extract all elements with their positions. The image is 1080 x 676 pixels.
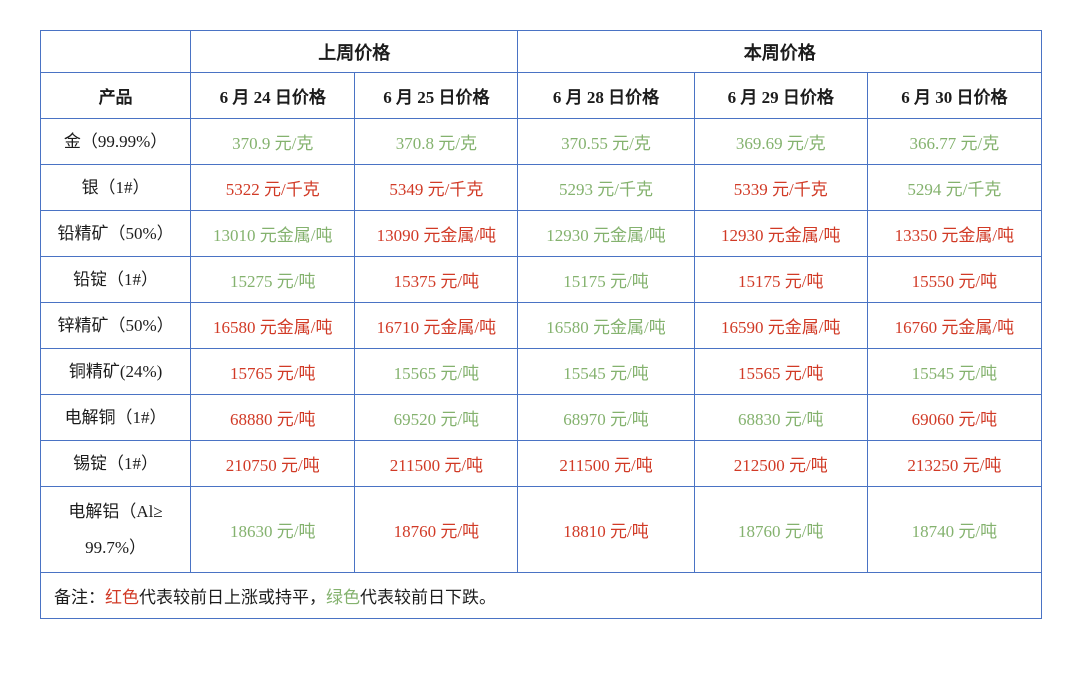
price-cell: 15275 元/吨: [190, 256, 356, 303]
price-cell: 68880 元/吨: [190, 394, 356, 441]
price-cell: 16580 元金属/吨: [190, 302, 356, 349]
product-name: 银（1#）: [39, 164, 192, 211]
group-header-row: 上周价格 本周价格: [39, 30, 1042, 73]
product-name: 铜精矿(24%): [39, 348, 192, 395]
price-cell: 15565 元/吨: [693, 348, 868, 395]
price-table-body: 金（99.99%） 370.9 元/克 370.8 元/克 370.55 元/克 369…: [39, 118, 1043, 573]
note-red-text: 代表较前日上涨或持平，: [139, 588, 326, 607]
price-cell: 366.77 元/克: [866, 118, 1043, 165]
price-cell: 211500 元/吨: [517, 440, 695, 487]
price-cell: 16580 元金属/吨: [517, 302, 695, 349]
price-cell: 12930 元金属/吨: [517, 210, 695, 257]
price-cell: 15375 元/吨: [354, 256, 519, 303]
price-cell: 5322 元/千克: [190, 164, 356, 211]
price-cell: 213250 元/吨: [866, 440, 1043, 487]
price-cell: 18740 元/吨: [866, 486, 1043, 573]
price-cell: 13090 元金属/吨: [354, 210, 519, 257]
table-row: 电解铝（Al≥ 99.7%） 18630 元/吨 18760 元/吨 18810 元/…: [39, 486, 1043, 573]
price-cell: 18630 元/吨: [190, 486, 356, 573]
price-cell: 15550 元/吨: [866, 256, 1043, 303]
price-cell: 15175 元/吨: [693, 256, 868, 303]
group-header-this-week: 本周价格: [517, 30, 1042, 73]
price-cell: 5349 元/千克: [354, 164, 519, 211]
note-cell: 备注：红色代表较前日上涨或持平，绿色代表较前日下跌。: [40, 572, 1042, 619]
price-cell: 370.9 元/克: [190, 118, 356, 165]
note-green-text: 代表较前日下跌。: [360, 588, 496, 607]
date-header-jun28: 6 月 28 日价格: [517, 72, 695, 119]
table-row: 金（99.99%） 370.9 元/克 370.8 元/克 370.55 元/克 369…: [39, 118, 1043, 165]
group-header-last-week: 上周价格: [190, 30, 519, 73]
product-name: 锡锭（1#）: [39, 440, 192, 487]
price-cell: 69520 元/吨: [354, 394, 519, 441]
price-cell: 12930 元金属/吨: [693, 210, 868, 257]
date-header-jun24: 6 月 24 日价格: [190, 72, 356, 119]
price-cell: 210750 元/吨: [190, 440, 356, 487]
product-name: 电解铝（Al≥ 99.7%）: [39, 486, 192, 573]
price-cell: 5294 元/千克: [866, 164, 1043, 211]
product-name: 铅精矿（50%）: [39, 210, 192, 257]
price-cell: 5339 元/千克: [693, 164, 868, 211]
table-row: 铜精矿(24%) 15765 元/吨 15565 元/吨 15545 元/吨 15565…: [39, 348, 1043, 395]
product-name: 锌精矿（50%）: [39, 302, 192, 349]
price-cell: 15175 元/吨: [517, 256, 695, 303]
price-cell: 18760 元/吨: [693, 486, 868, 573]
price-cell: 16710 元金属/吨: [354, 302, 519, 349]
price-cell: 15545 元/吨: [517, 348, 695, 395]
price-cell: 369.69 元/克: [693, 118, 868, 165]
price-cell: 69060 元/吨: [866, 394, 1043, 441]
table-row: 锌精矿（50%） 16580 元金属/吨 16710 元金属/吨 16580 元金属/…: [39, 302, 1043, 349]
corner-cell: [39, 30, 192, 73]
product-name: 铅锭（1#）: [39, 256, 192, 303]
note-green-label: 绿色: [326, 588, 360, 607]
product-name: 金（99.99%）: [39, 118, 192, 165]
price-cell: 370.8 元/克: [354, 118, 519, 165]
date-header-jun29: 6 月 29 日价格: [693, 72, 868, 119]
table-row: 铅锭（1#） 15275 元/吨 15375 元/吨 15175 元/吨 15175 元…: [39, 256, 1043, 303]
date-header-row: 产品 6 月 24 日价格 6 月 25 日价格 6 月 28 日价格 6 月 …: [39, 72, 1043, 119]
price-cell: 212500 元/吨: [693, 440, 868, 487]
note-row: 备注：红色代表较前日上涨或持平，绿色代表较前日下跌。: [40, 572, 1042, 619]
date-header-jun25: 6 月 25 日价格: [354, 72, 519, 119]
price-cell: 15765 元/吨: [190, 348, 356, 395]
table-row: 电解铜（1#） 68880 元/吨 69520 元/吨 68970 元/吨 68830 …: [39, 394, 1043, 441]
price-cell: 18810 元/吨: [517, 486, 695, 573]
price-cell: 5293 元/千克: [517, 164, 695, 211]
price-cell: 13350 元金属/吨: [866, 210, 1043, 257]
note-prefix: 备注：: [54, 588, 105, 607]
metal-price-table: 上周价格 本周价格 产品 6 月 24 日价格 6 月 25 日价格 6 月 2…: [39, 30, 1043, 619]
price-cell: 16760 元金属/吨: [866, 302, 1043, 349]
price-cell: 15565 元/吨: [354, 348, 519, 395]
price-cell: 13010 元金属/吨: [190, 210, 356, 257]
product-name: 电解铜（1#）: [39, 394, 192, 441]
date-header-jun30: 6 月 30 日价格: [866, 72, 1043, 119]
table-row: 铅精矿（50%） 13010 元金属/吨 13090 元金属/吨 12930 元金属/…: [39, 210, 1043, 257]
note-red-label: 红色: [105, 588, 139, 607]
price-cell: 15545 元/吨: [866, 348, 1043, 395]
price-cell: 68970 元/吨: [517, 394, 695, 441]
price-cell: 370.55 元/克: [517, 118, 695, 165]
price-cell: 211500 元/吨: [354, 440, 519, 487]
price-cell: 18760 元/吨: [354, 486, 519, 573]
price-cell: 68830 元/吨: [693, 394, 868, 441]
table-row: 银（1#） 5322 元/千克 5349 元/千克 5293 元/千克 5339 元/千…: [39, 164, 1043, 211]
table-row: 锡锭（1#） 210750 元/吨 211500 元/吨 211500 元/吨 2125…: [39, 440, 1043, 487]
price-cell: 16590 元金属/吨: [693, 302, 868, 349]
product-column-header: 产品: [39, 72, 192, 119]
price-report-sheet: 上周价格 本周价格 产品 6 月 24 日价格 6 月 25 日价格 6 月 2…: [39, 30, 1043, 619]
